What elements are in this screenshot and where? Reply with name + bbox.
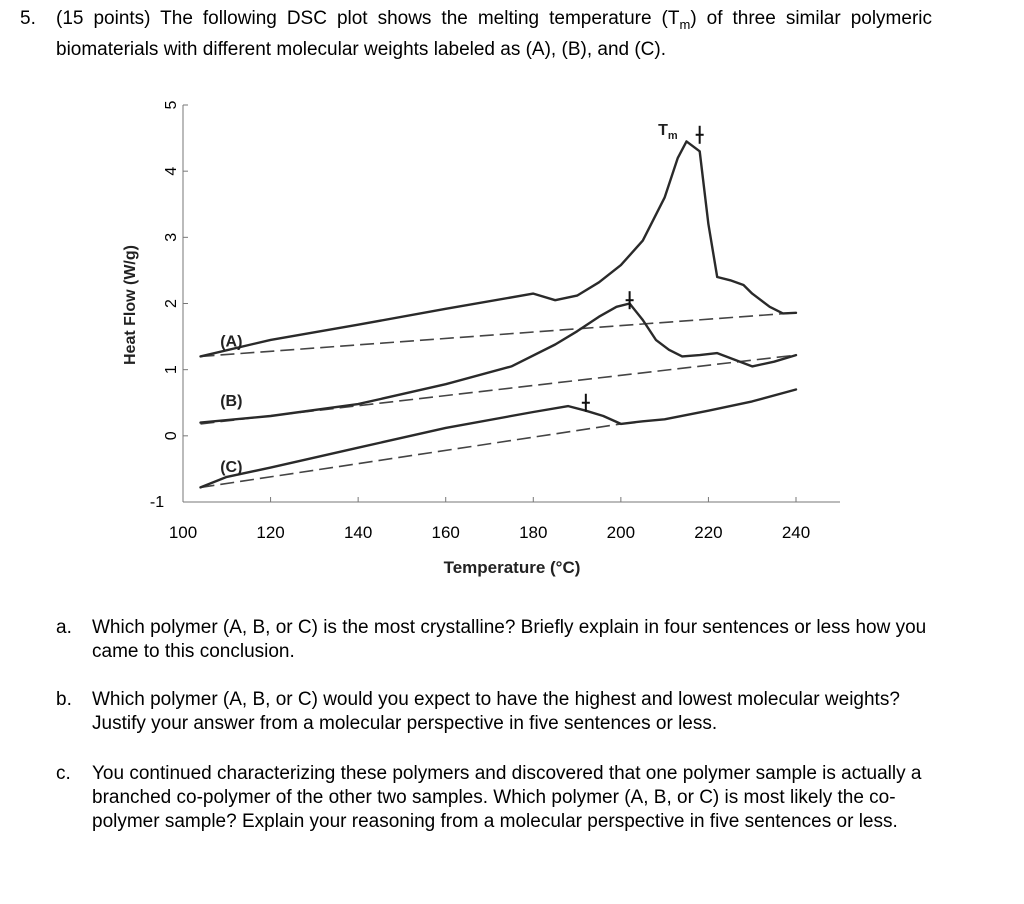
baseline-c xyxy=(200,423,621,489)
part-b-letter: b. xyxy=(56,689,72,710)
y-tick-label: -1 xyxy=(150,494,164,511)
y-tick-label: 0 xyxy=(163,431,180,440)
curve-b xyxy=(199,302,798,424)
chart-curves xyxy=(199,125,798,489)
x-tick-label: 220 xyxy=(694,523,722,542)
part-b-text: Which polymer (A, B, or C) would you exp… xyxy=(92,689,900,734)
x-tick-label: 180 xyxy=(519,523,547,542)
y-tick-label: 5 xyxy=(163,100,180,109)
x-axis-label: Temperature (°C) xyxy=(444,558,581,577)
question-intro: (15 points) The following DSC plot shows… xyxy=(56,6,932,62)
tm-annotation-sub: m xyxy=(668,130,678,142)
curve-c xyxy=(199,388,798,489)
series-label-b: (B) xyxy=(220,393,242,410)
question-intro-sub: m xyxy=(679,16,691,32)
x-tick-label: 120 xyxy=(256,523,284,542)
chart-axes xyxy=(182,105,840,503)
y-axis-label: Heat Flow (W/g) xyxy=(122,245,139,365)
chart-baselines xyxy=(200,311,797,489)
chart-ticks: -1 0 1 2 3 4 5 100 120 140 160 180 200 220 240 xyxy=(150,100,810,542)
x-tick-label: 240 xyxy=(782,523,810,542)
y-tick-label: 1 xyxy=(163,365,180,374)
tm-annotation: Tm xyxy=(658,122,678,142)
x-tick-label: 100 xyxy=(169,523,197,542)
question-intro-post: ) of three similar polymeric biomaterial… xyxy=(56,8,932,60)
y-tick-label: 2 xyxy=(163,299,180,308)
x-tick-label: 200 xyxy=(607,523,635,542)
series-label-a: (A) xyxy=(220,334,242,351)
series-label-c: (C) xyxy=(220,459,242,476)
dsc-chart: -1 0 1 2 3 4 5 100 120 140 160 180 200 220 240 Tempera… xyxy=(122,100,840,577)
part-a-letter: a. xyxy=(56,617,72,638)
chart-labels: Temperature (°C) Heat Flow (W/g) (A) (B) (C)… xyxy=(122,122,678,577)
y-tick-label: 3 xyxy=(163,233,180,242)
question-number: 5. xyxy=(20,8,36,29)
part-a-text: Which polymer (A, B, or C) is the most c… xyxy=(92,617,927,662)
y-tick-label: 4 xyxy=(163,167,180,176)
part-c-letter: c. xyxy=(56,763,71,784)
curve-a xyxy=(199,140,798,358)
x-tick-label: 160 xyxy=(432,523,460,542)
baseline-a xyxy=(200,311,797,358)
part-c-text: You continued characterizing these polym… xyxy=(92,763,922,832)
question-intro-pre: (15 points) The following DSC plot shows… xyxy=(56,8,680,29)
x-tick-label: 140 xyxy=(344,523,372,542)
